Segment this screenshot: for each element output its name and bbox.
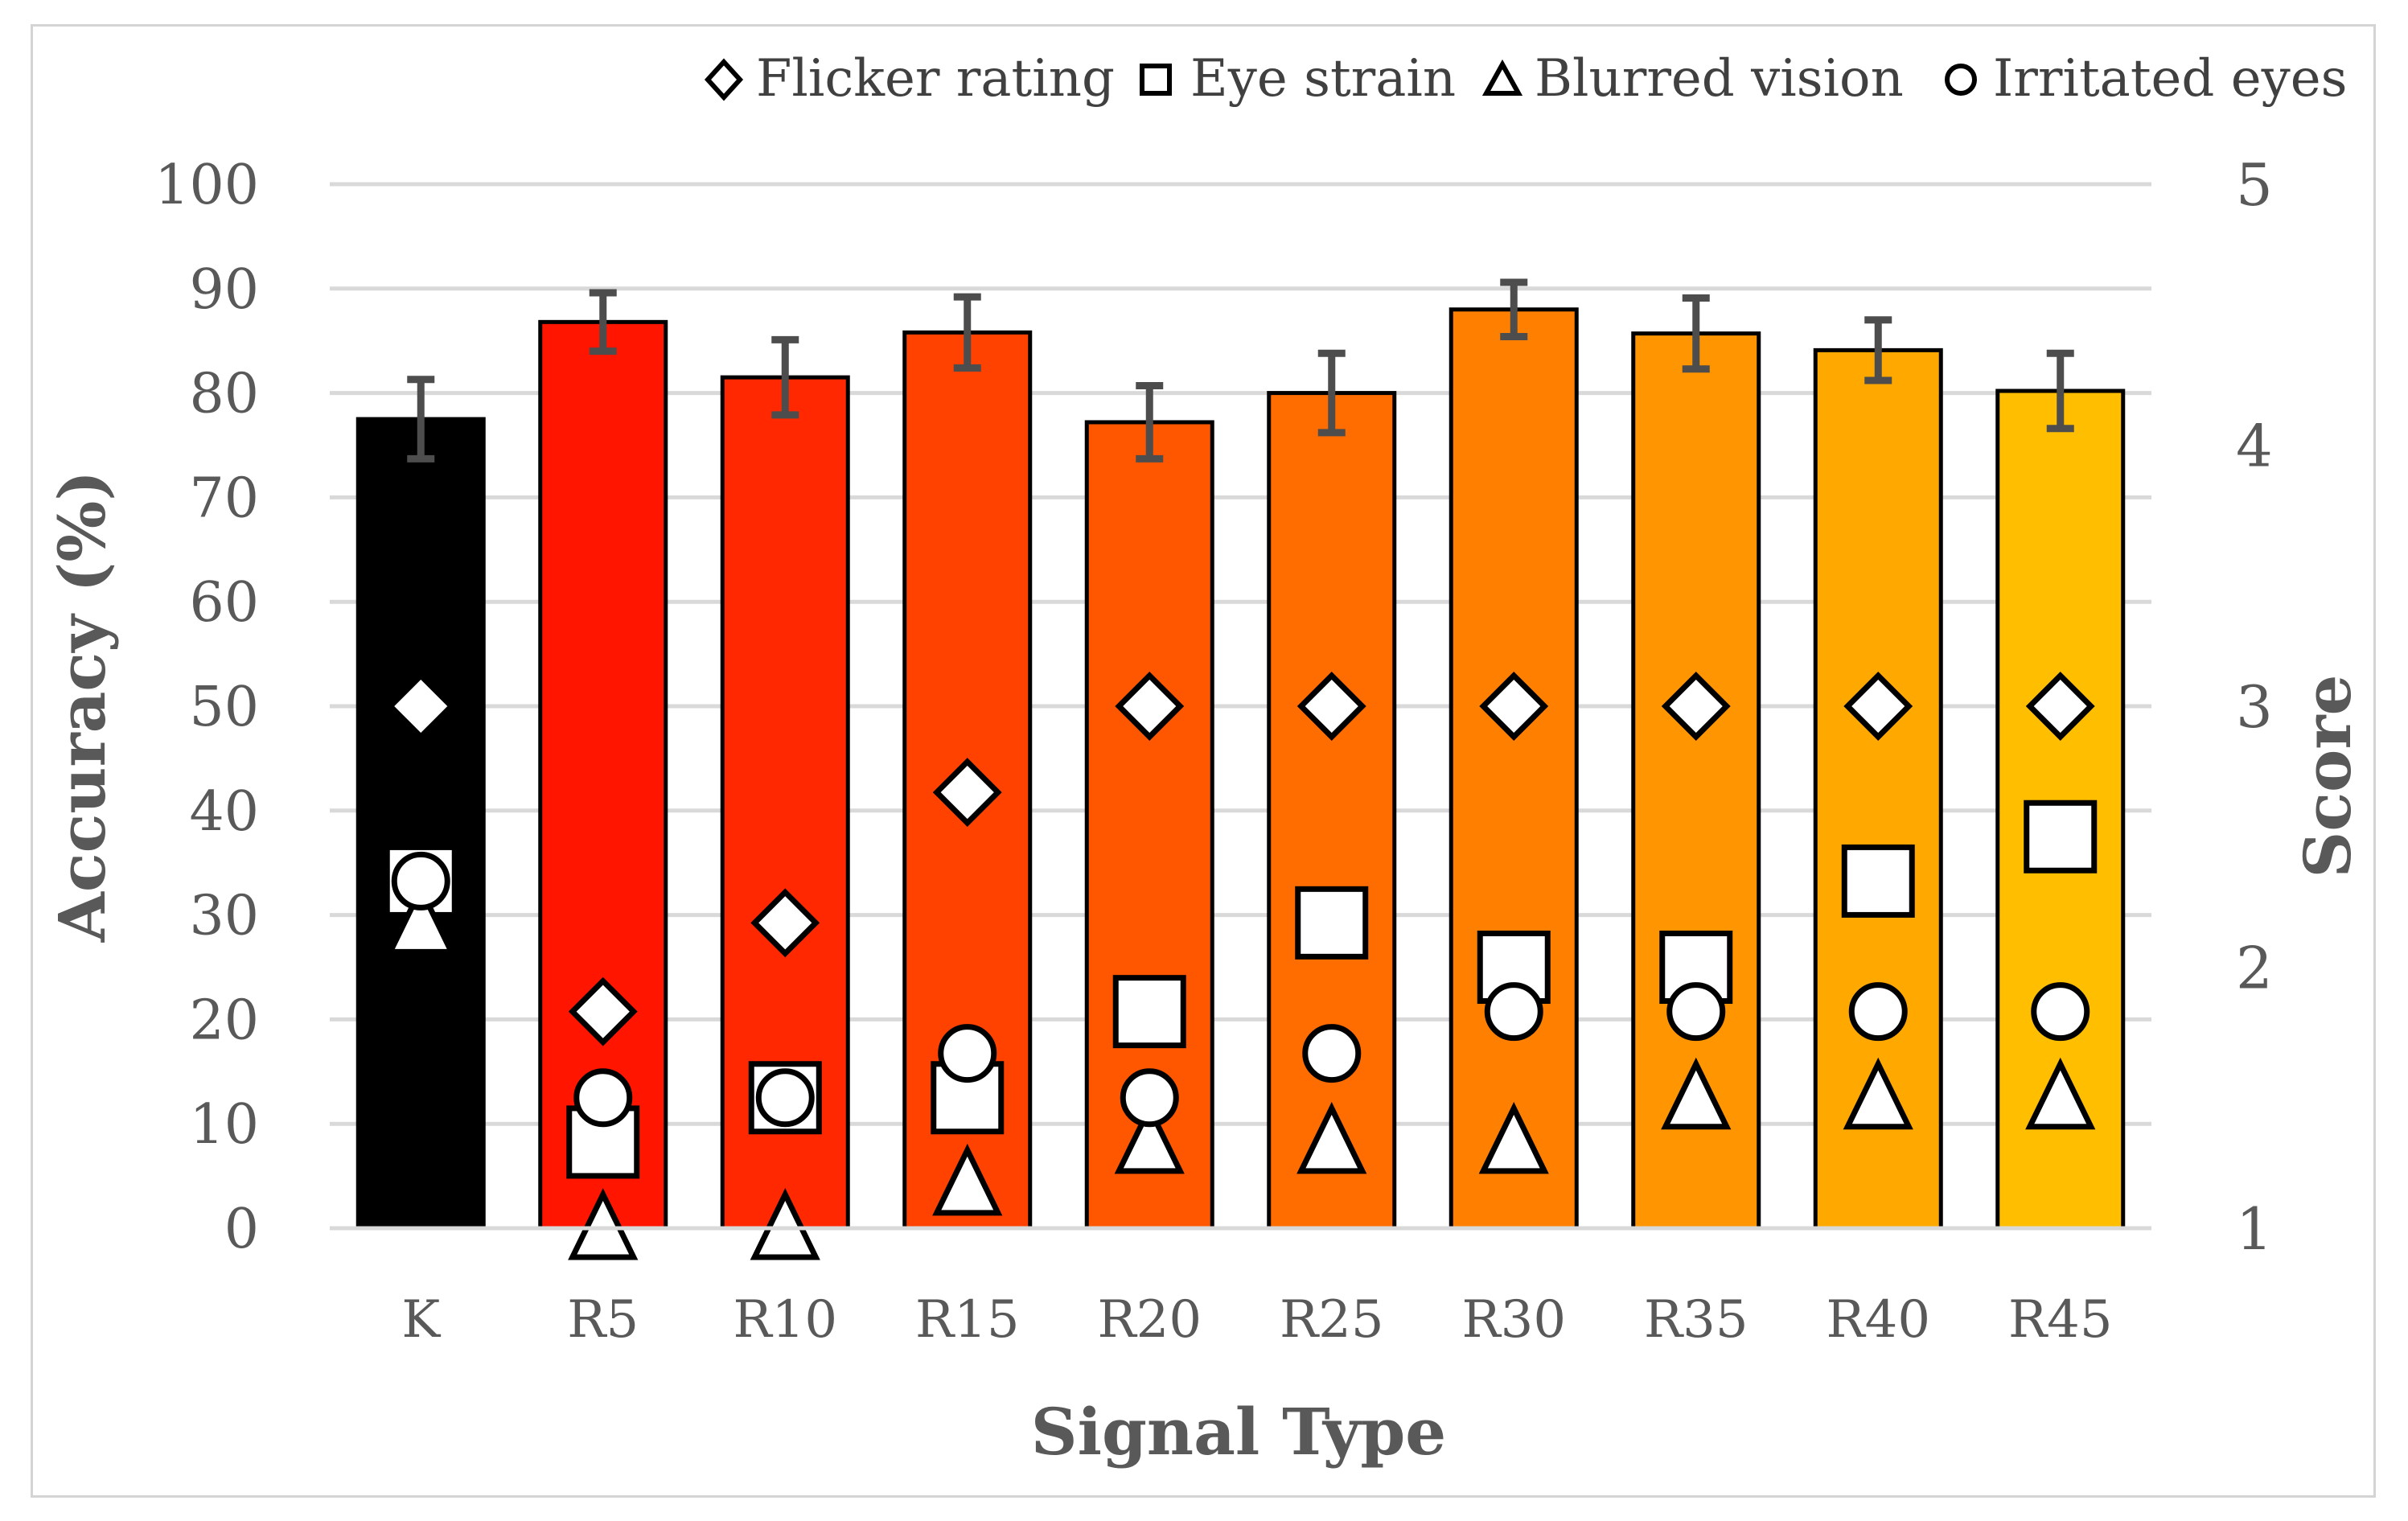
y-tick-label: 50 xyxy=(189,676,259,739)
x-tick-label: R25 xyxy=(1280,1290,1384,1350)
legend-label-flicker: Flicker rating xyxy=(756,49,1115,109)
x-tick-label: R40 xyxy=(1826,1290,1930,1350)
y-axis-title: Accuracy (%) xyxy=(44,471,120,943)
bar-k xyxy=(355,417,486,1231)
irritated-marker xyxy=(1302,1024,1362,1083)
blurred-marker xyxy=(385,882,456,955)
flicker-marker xyxy=(1661,672,1731,741)
legend-label-blurred: Blurred vision xyxy=(1535,49,1904,109)
y-tick-label: 70 xyxy=(189,467,259,530)
square-icon xyxy=(1140,64,1172,96)
y2-tick-label: 2 xyxy=(2236,935,2273,1002)
eye-strain-marker xyxy=(2024,800,2098,874)
score-markers xyxy=(384,672,2098,1260)
flicker-marker xyxy=(932,758,1002,828)
y2-tick-label: 3 xyxy=(2236,673,2273,741)
circle-icon xyxy=(1945,64,1977,96)
irritated-marker xyxy=(755,1068,815,1128)
blurred-marker xyxy=(1114,1101,1185,1174)
flicker-marker xyxy=(2025,672,2095,741)
y-tick-label: 30 xyxy=(189,885,259,948)
x-tick-label: R45 xyxy=(2008,1290,2113,1350)
legend-item-flicker: Flicker rating xyxy=(704,49,1115,109)
y-tick-label: 60 xyxy=(189,571,259,635)
bar-r30 xyxy=(1448,307,1579,1231)
blurred-marker xyxy=(1661,1057,1732,1130)
legend: Flicker rating Eye strain Blurred vision… xyxy=(704,49,2347,109)
flicker-marker xyxy=(1479,672,1549,741)
axes: 0 10 20 30 40 50 60 70 80 90 100 1 2 3 4 5 K R5 R10 R15 R20 R… xyxy=(154,151,2273,1350)
flicker-marker xyxy=(750,888,820,958)
y2-tick-label: 5 xyxy=(2236,151,2273,219)
y2-tick-label: 4 xyxy=(2236,413,2273,480)
irritated-marker xyxy=(1120,1068,1179,1128)
x-tick-label: R35 xyxy=(1644,1290,1748,1350)
blurred-marker xyxy=(568,1188,639,1260)
flicker-marker xyxy=(1296,672,1366,741)
bar-r25 xyxy=(1267,391,1397,1231)
y-tick-label: 10 xyxy=(189,1093,259,1157)
flicker-marker xyxy=(386,672,456,741)
blurred-marker xyxy=(2025,1057,2096,1130)
irritated-marker xyxy=(573,1068,633,1128)
legend-item-irritated: Irritated eyes xyxy=(1945,49,2347,109)
legend-label-eye-strain: Eye strain xyxy=(1190,49,1456,109)
y-tick-label: 40 xyxy=(189,780,259,844)
blurred-marker xyxy=(1843,1057,1913,1130)
x-tick-label: R5 xyxy=(567,1290,639,1350)
eye-strain-marker xyxy=(1295,886,1369,960)
blurred-marker xyxy=(1478,1101,1549,1174)
blurred-marker xyxy=(932,1143,1003,1216)
y-tick-label: 20 xyxy=(189,989,259,1052)
legend-item-blurred: Blurred vision xyxy=(1481,49,1904,109)
y2-tick-label: 1 xyxy=(2236,1195,2273,1263)
flicker-marker xyxy=(1115,672,1185,741)
y2-axis-title: Score xyxy=(2290,675,2365,878)
legend-label-irritated: Irritated eyes xyxy=(1993,49,2347,109)
flicker-marker xyxy=(568,976,638,1046)
x-tick-label: K xyxy=(401,1290,441,1350)
eye-strain-marker xyxy=(1841,844,1915,918)
irritated-marker xyxy=(938,1024,997,1083)
triangle-icon xyxy=(1481,59,1523,96)
x-axis-title: Signal Type xyxy=(1031,1394,1446,1470)
x-tick-label: R30 xyxy=(1461,1290,1566,1350)
x-tick-label: R15 xyxy=(915,1290,1020,1350)
error-bars xyxy=(407,278,2074,462)
y-tick-label: 90 xyxy=(189,258,259,322)
eye-strain-marker xyxy=(1112,975,1186,1049)
x-tick-label: R20 xyxy=(1097,1290,1202,1350)
legend-item-eye-strain: Eye strain xyxy=(1140,49,1456,109)
irritated-marker xyxy=(1848,982,1908,1042)
diamond-icon xyxy=(704,58,744,101)
blurred-marker xyxy=(750,1188,820,1260)
irritated-marker xyxy=(1666,982,1726,1042)
x-tick-label: R10 xyxy=(733,1290,837,1350)
y-tick-label: 0 xyxy=(224,1198,259,1261)
y-tick-label: 80 xyxy=(189,363,259,426)
irritated-marker xyxy=(391,851,450,911)
irritated-marker xyxy=(1484,982,1543,1042)
y-tick-label: 100 xyxy=(154,154,259,217)
irritated-marker xyxy=(2031,982,2090,1042)
flicker-marker xyxy=(1843,672,1913,741)
blurred-marker xyxy=(1296,1101,1367,1174)
